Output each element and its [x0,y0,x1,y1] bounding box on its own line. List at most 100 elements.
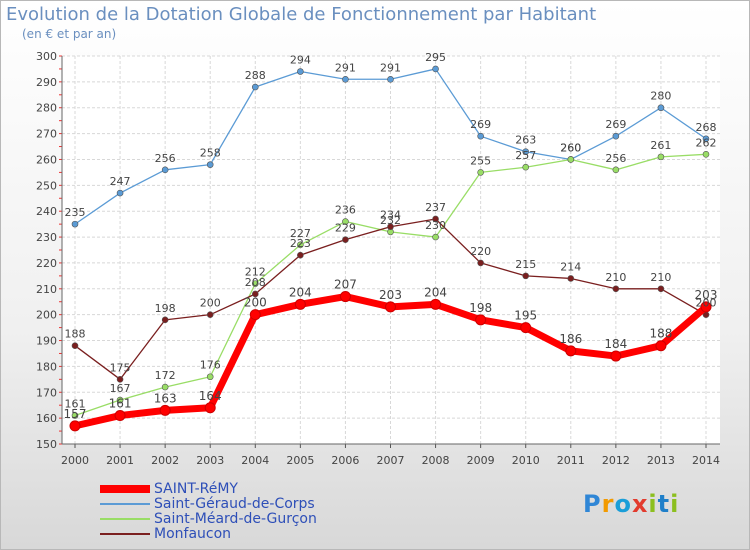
data-point-monfaucon [567,275,575,282]
data-label-saint-geraud: 247 [110,175,131,188]
data-label-saint-geraud: 256 [155,152,176,165]
x-tick-label: 2008 [422,454,450,467]
x-tick-label: 2014 [692,454,720,467]
legend-label-saint-meard: Saint-Méard-de-Gurçon [154,511,317,527]
data-point-saint-geraud [251,83,259,91]
data-label-saint-remy: 186 [559,332,582,346]
y-tick-label: 180 [36,360,57,373]
data-label-monfaucon: 237 [425,201,446,214]
data-label-saint-geraud: 295 [425,51,446,64]
data-label-monfaucon: 223 [290,237,311,250]
legend-label-saint-remy: SAINT-RéMY [154,481,238,497]
data-point-monfaucon [612,285,620,293]
y-tick-label: 260 [36,153,57,166]
y-tick-label: 250 [36,179,57,192]
y-tick-label: 290 [36,76,57,89]
logo-letter: i [670,490,680,518]
data-label-saint-geraud: 268 [696,121,717,134]
data-point-saint-remy [69,420,81,432]
data-point-saint-meard [116,396,124,404]
data-label-saint-meard: 232 [380,214,401,227]
data-label-saint-meard: 161 [65,398,86,411]
data-label-monfaucon: 198 [155,302,176,315]
data-label-saint-geraud: 291 [335,61,356,74]
data-point-saint-meard [251,280,259,287]
x-tick-label: 2013 [647,454,675,467]
data-label-monfaucon: 234 [380,209,401,222]
logo-letter: P [583,490,602,518]
data-point-saint-geraud [161,166,169,174]
data-point-monfaucon [477,259,484,267]
data-label-saint-remy: 164 [199,389,222,403]
proxiti-logo: Proxiti [583,490,679,518]
data-label-saint-remy: 204 [289,285,312,299]
legend-swatch-monfaucon [100,533,150,535]
data-point-saint-remy [520,322,532,334]
data-point-saint-geraud [522,148,530,156]
data-point-saint-remy [700,301,712,313]
data-label-saint-meard: 256 [605,152,626,165]
data-label-saint-remy: 207 [334,278,357,292]
data-label-monfaucon: 188 [65,328,86,341]
data-label-monfaucon: 229 [335,222,356,235]
data-point-monfaucon [251,290,259,298]
plot-area [62,56,720,444]
x-tick-label: 2000 [61,454,89,467]
y-tick-label: 210 [36,283,57,296]
y-tick-label: 280 [36,102,57,115]
y-tick-label: 300 [36,50,57,63]
data-point-monfaucon [342,236,349,243]
logo-letter: i [648,490,658,518]
data-label-monfaucon: 210 [650,271,671,284]
y-tick-label: 230 [36,231,57,244]
data-label-saint-meard: 172 [155,369,176,382]
y-tick-label: 160 [36,412,57,425]
data-point-monfaucon [161,316,169,324]
chart-subtitle: (en € et par an) [22,27,117,41]
x-tick-label: 2012 [602,454,630,467]
data-point-saint-meard [567,156,575,163]
data-label-saint-remy: 204 [424,285,447,299]
x-tick-label: 2003 [196,454,224,467]
data-point-saint-meard [71,412,79,419]
data-label-saint-remy: 188 [649,327,672,341]
data-label-saint-meard: 260 [560,141,581,154]
data-point-saint-remy [565,345,577,357]
legend-swatch-saint-remy [100,485,150,493]
x-tick-label: 2007 [377,454,405,467]
legend-swatch-saint-meard [100,518,150,520]
x-tick-label: 2011 [557,454,585,467]
x-tick-label: 2004 [241,454,269,467]
data-label-saint-geraud: 269 [470,118,491,131]
data-point-saint-geraud [71,220,79,228]
data-point-monfaucon [387,223,394,231]
data-point-saint-geraud [612,132,620,140]
data-point-saint-remy [655,340,667,352]
x-tick-label: 2010 [512,454,540,467]
data-point-saint-remy [475,314,487,326]
data-label-saint-meard: 262 [696,136,717,149]
data-point-saint-meard [657,153,665,161]
data-point-monfaucon [522,272,530,280]
data-point-saint-geraud [387,75,394,83]
data-label-monfaucon: 214 [560,260,581,273]
y-tick-label: 190 [36,335,57,348]
data-label-saint-geraud: 269 [605,118,626,131]
data-label-saint-meard: 236 [335,204,356,217]
data-point-saint-meard [432,233,439,241]
data-point-monfaucon [206,311,214,318]
y-tick-label: 220 [36,257,57,270]
y-tick-label: 170 [36,386,57,399]
data-point-saint-geraud [116,189,124,197]
data-point-saint-remy [204,402,216,414]
data-label-saint-remy: 203 [379,288,402,302]
data-point-saint-remy [249,309,261,321]
data-label-monfaucon: 200 [696,297,717,310]
data-point-saint-meard [206,373,214,381]
logo-letter: t [657,490,671,518]
data-label-monfaucon: 200 [200,297,221,310]
data-point-monfaucon [71,342,79,350]
data-point-monfaucon [432,215,439,223]
logo-letter: o [614,490,632,518]
